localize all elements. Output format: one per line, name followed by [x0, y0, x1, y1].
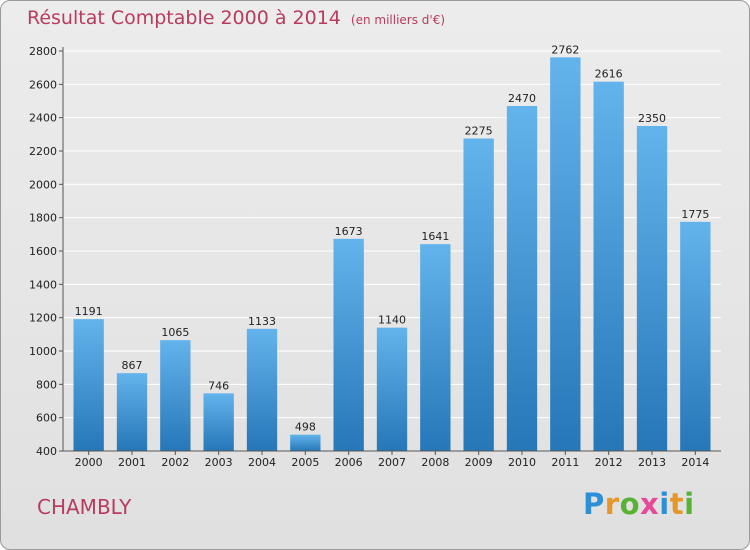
data-label-2007: 1140 — [378, 314, 406, 327]
logo-letter: t — [669, 487, 685, 521]
x-tick-label-2001: 2001 — [118, 456, 146, 469]
data-label-2013: 2350 — [638, 112, 666, 125]
bar-2006 — [333, 238, 364, 451]
x-tick-label-2009: 2009 — [465, 456, 493, 469]
data-label-2001: 867 — [122, 359, 143, 372]
y-tick-label: 1400 — [29, 278, 57, 291]
x-tick-label-2014: 2014 — [681, 456, 709, 469]
bar-2013 — [636, 126, 668, 451]
y-tick-label: 1200 — [29, 312, 57, 325]
logo-letter: r — [604, 487, 620, 521]
bar-2012 — [593, 81, 624, 452]
logo-letter: P — [583, 487, 605, 521]
logo-letter: x — [640, 487, 660, 521]
data-label-2008: 1641 — [421, 230, 449, 243]
y-tick-label: 1000 — [29, 345, 57, 358]
chart-title-text: Résultat Comptable 2000 à 2014 — [27, 7, 341, 29]
y-tick-label: 2400 — [29, 112, 57, 125]
y-tick-label: 800 — [36, 378, 57, 391]
data-label-2004: 1133 — [248, 315, 276, 328]
x-tick-label-2004: 2004 — [248, 456, 276, 469]
bar-2001 — [116, 373, 148, 451]
x-tick-label-2002: 2002 — [161, 456, 189, 469]
y-tick-label: 1800 — [29, 212, 57, 225]
bar-2005 — [290, 434, 321, 451]
data-label-2014: 1775 — [681, 208, 709, 221]
y-tick-label: 2000 — [29, 178, 57, 191]
place-name: CHAMBLY — [37, 495, 132, 519]
x-tick-label-2003: 2003 — [205, 456, 233, 469]
x-tick-label-2007: 2007 — [378, 456, 406, 469]
logo-letter: i — [659, 487, 670, 521]
data-label-2009: 2275 — [465, 125, 493, 138]
y-tick-label: 1600 — [29, 245, 57, 258]
bar-2008 — [420, 244, 451, 451]
bar-2009 — [463, 138, 494, 451]
logo-letter: i — [684, 487, 695, 521]
axes: 400 600 800 1000 1200 1400 1600 1800 2000 2200 240… — [29, 45, 721, 469]
data-labels: 1191 867 1065 746 1133 498 1673 1140 1641 2275 247… — [75, 43, 710, 433]
x-tick-label-2010: 2010 — [508, 456, 536, 469]
proxiti-logo: Proxiti — [583, 487, 695, 521]
y-tick-label: 2800 — [29, 45, 57, 58]
bar-2003 — [203, 393, 234, 451]
y-tick-label: 2200 — [29, 145, 57, 158]
data-label-2002: 1065 — [161, 326, 189, 339]
bar-2002 — [160, 340, 191, 451]
bar-2010 — [506, 106, 538, 451]
y-tick-label: 400 — [36, 445, 57, 458]
data-label-2010: 2470 — [508, 92, 536, 105]
bars — [73, 57, 711, 452]
data-label-2006: 1673 — [335, 225, 363, 238]
data-label-2003: 746 — [208, 379, 229, 392]
logo-letter: o — [619, 487, 641, 521]
x-tick-label-2005: 2005 — [291, 456, 319, 469]
bar-2011 — [550, 57, 581, 451]
x-tick-label-2000: 2000 — [75, 456, 103, 469]
data-label-2012: 2616 — [595, 68, 623, 81]
bar-2004 — [246, 328, 278, 451]
data-label-2011: 2762 — [551, 43, 579, 56]
x-tick-label-2011: 2011 — [551, 456, 579, 469]
x-tick-label-2008: 2008 — [421, 456, 449, 469]
data-label-2000: 1191 — [75, 305, 103, 318]
bar-2014 — [680, 221, 711, 451]
y-tick-label: 600 — [36, 412, 57, 425]
x-tick-label-2012: 2012 — [595, 456, 623, 469]
bar-2000 — [73, 319, 104, 451]
data-label-2005: 498 — [295, 421, 316, 434]
y-tick-label: 2600 — [29, 78, 57, 91]
x-tick-label-2006: 2006 — [335, 456, 363, 469]
x-tick-label-2013: 2013 — [638, 456, 666, 469]
chart-subtitle: (en milliers d'€) — [350, 13, 446, 27]
bar-2007 — [376, 327, 408, 451]
chart-title: Résultat Comptable 2000 à 2014 (en millie… — [27, 7, 445, 29]
